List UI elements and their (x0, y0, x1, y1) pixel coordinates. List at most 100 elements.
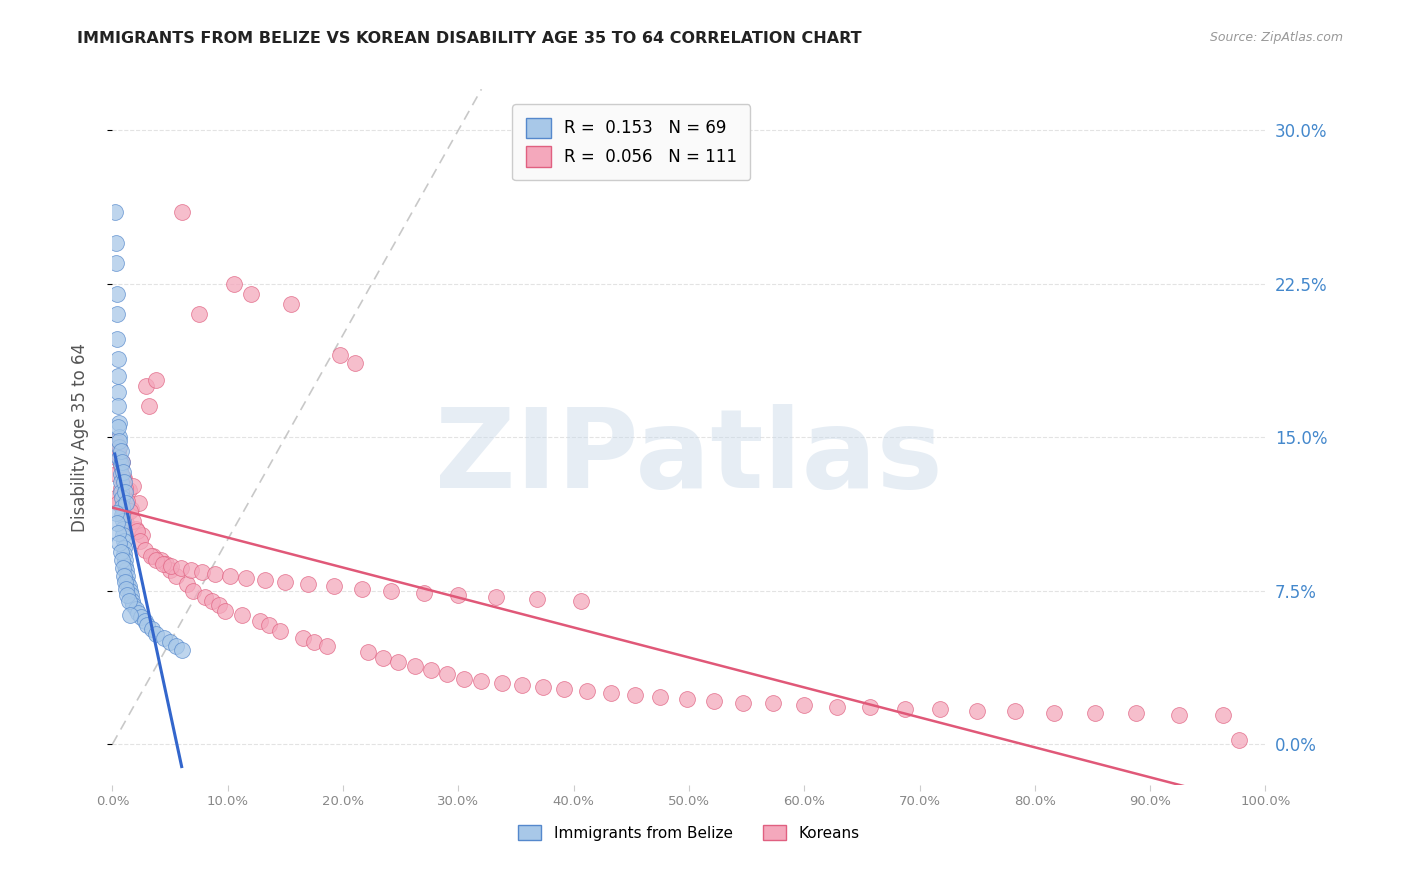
Point (107, 352, 129, 367)
Point (115, 495, 138, 509)
Point (105, 286, 128, 301)
Point (111, 561, 134, 575)
Point (115, 516, 138, 530)
Point (112, 547, 135, 561)
Point (165, 569, 187, 583)
Point (120, 588, 142, 602)
Point (155, 557, 177, 571)
Point (357, 645, 380, 659)
Point (569, 594, 592, 608)
Point (120, 501, 142, 516)
Point (703, 694, 725, 708)
Point (118, 583, 141, 598)
Point (170, 643, 193, 657)
Point (135, 379, 157, 393)
Point (111, 522, 134, 536)
Point (125, 524, 148, 539)
Y-axis label: Disability Age 35 to 64: Disability Age 35 to 64 (70, 343, 89, 532)
Point (387, 655, 409, 669)
Point (122, 479, 145, 493)
Point (104, 506, 127, 520)
Point (412, 585, 434, 599)
Point (153, 631, 176, 645)
Point (110, 485, 132, 500)
Point (343, 356, 366, 370)
Point (650, 690, 672, 704)
Point (259, 618, 281, 632)
Point (350, 582, 373, 596)
Point (107, 420, 129, 434)
Point (107, 400, 129, 414)
Point (214, 604, 236, 618)
Point (108, 434, 131, 449)
Point (110, 458, 132, 473)
Point (142, 549, 165, 563)
Point (129, 534, 152, 549)
Point (122, 598, 145, 612)
Point (111, 500, 134, 514)
Point (110, 544, 132, 558)
Point (145, 553, 167, 567)
Point (111, 455, 134, 469)
Point (117, 579, 139, 593)
Point (893, 702, 915, 716)
Point (136, 618, 159, 632)
Point (131, 528, 153, 542)
Point (510, 678, 533, 692)
Point (104, 491, 127, 506)
Point (322, 579, 344, 593)
Point (180, 563, 202, 577)
Point (110, 457, 132, 471)
Point (419, 664, 441, 678)
Point (733, 696, 755, 710)
Point (114, 485, 136, 500)
Point (1043, 706, 1066, 721)
Point (117, 594, 139, 608)
Point (129, 610, 153, 624)
Point (204, 567, 226, 582)
Point (1227, 733, 1250, 747)
Point (111, 508, 134, 522)
Point (112, 534, 135, 549)
Point (110, 444, 132, 458)
Point (188, 307, 211, 321)
Point (107, 495, 129, 509)
Point (111, 553, 134, 567)
Point (149, 553, 172, 567)
Point (404, 659, 426, 673)
Point (169, 561, 191, 575)
Point (117, 588, 139, 602)
Point (329, 348, 352, 362)
Point (104, 256, 127, 270)
Point (145, 626, 167, 640)
Point (152, 557, 174, 571)
Point (316, 639, 339, 653)
Point (380, 583, 402, 598)
Point (107, 385, 129, 400)
Point (253, 574, 276, 588)
Point (191, 565, 214, 579)
Point (1212, 708, 1234, 723)
Point (117, 569, 139, 583)
Point (141, 623, 163, 637)
Point (110, 475, 132, 489)
Text: Source: ZipAtlas.com: Source: ZipAtlas.com (1209, 31, 1343, 45)
Point (104, 434, 127, 449)
Point (112, 569, 135, 583)
Point (239, 286, 262, 301)
Point (194, 590, 217, 604)
Point (269, 624, 291, 639)
Point (222, 277, 245, 291)
Point (304, 634, 326, 648)
Point (929, 702, 952, 716)
Point (111, 471, 134, 485)
Point (291, 631, 314, 645)
Point (114, 575, 136, 590)
Point (1125, 706, 1147, 721)
Point (825, 700, 848, 714)
Point (118, 504, 141, 518)
Point (107, 368, 129, 383)
Point (170, 205, 193, 219)
Point (110, 481, 132, 495)
Point (108, 450, 131, 465)
